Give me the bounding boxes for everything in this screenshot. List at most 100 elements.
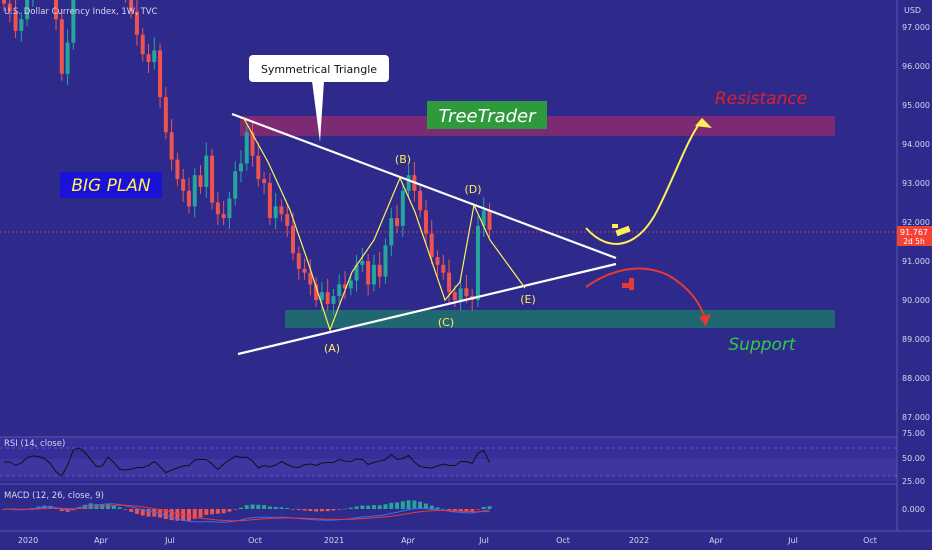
candle [371, 264, 376, 285]
candle [377, 264, 382, 277]
macd-bar [117, 507, 122, 509]
candle [227, 198, 232, 219]
candle [441, 264, 446, 273]
symbol-title: U.S. Dollar Currency Index, 1W, TVC [4, 7, 158, 17]
candle [406, 175, 411, 191]
macd-bar [487, 506, 492, 509]
bear-icon [622, 278, 634, 290]
candle [395, 218, 400, 226]
price-axis: 97.000 96.000 95.000 94.000 93.000 92.000 91.0… [902, 23, 930, 422]
macd-bar [233, 509, 238, 510]
macd-bar [227, 509, 232, 512]
candle [464, 288, 469, 297]
price-tick-label: 92.000 [902, 218, 930, 227]
macd-bar [82, 504, 87, 509]
triangle-upper-line[interactable] [231, 112, 617, 260]
macd-bar [406, 500, 411, 509]
candle [175, 159, 180, 180]
current-price-countdown: 2d 5h [903, 237, 925, 246]
macd-bar [267, 506, 272, 509]
wave-label-d: (D) [464, 183, 481, 196]
bullish-projection-arrow[interactable] [585, 119, 703, 245]
candle [435, 257, 440, 265]
current-price-value: 91.767 [900, 228, 928, 237]
candle [314, 284, 319, 300]
bearish-projection-arrow[interactable] [585, 267, 707, 321]
candle [19, 19, 24, 31]
macd-bar [186, 509, 191, 521]
macd-signal-line [4, 504, 490, 522]
wave-path[interactable] [242, 116, 526, 332]
macd-bar [412, 500, 417, 509]
candle [192, 175, 197, 207]
time-tick-label: Oct [863, 536, 877, 545]
macd-bar [337, 509, 342, 510]
macd-bar [262, 505, 267, 509]
macd-label: MACD (12, 26, close, 9) [4, 491, 104, 501]
big-plan-text: BIG PLAN [71, 176, 151, 196]
macd-bar [88, 503, 93, 509]
support-label: Support [728, 335, 797, 355]
resistance-label: Resistance [715, 89, 807, 109]
price-tick-label: 90.000 [902, 296, 930, 305]
candle [215, 202, 220, 215]
candle [244, 132, 249, 164]
macd-bar [123, 509, 128, 510]
candle [389, 218, 394, 246]
candle [285, 214, 290, 226]
macd-bar [447, 509, 452, 511]
macd-bar [210, 509, 215, 515]
time-tick-label: Apr [709, 536, 724, 545]
macd-bar [146, 509, 151, 517]
candle [238, 163, 243, 172]
macd-bar [169, 509, 174, 521]
price-tick-label: 93.000 [902, 179, 930, 188]
macd-bar [331, 509, 336, 511]
candle [418, 190, 423, 211]
time-tick-label: 2021 [324, 536, 344, 545]
macd-bar [441, 508, 446, 510]
price-tick-label: 89.000 [902, 335, 930, 344]
price-tick-label: 88.000 [902, 374, 930, 383]
candle [233, 171, 238, 199]
macd-bar [256, 504, 261, 509]
macd-bar [215, 509, 220, 514]
candle [429, 233, 434, 258]
macd-bar [429, 505, 434, 509]
wave-label-c: (C) [438, 316, 454, 329]
candle [198, 175, 203, 187]
time-axis: 2020 Apr Jul Oct 2021 Apr Jul Oct 2022 Apr Jul Oct [18, 536, 877, 545]
macd-bar [192, 509, 197, 519]
rsi-line [4, 447, 490, 477]
candle [481, 210, 486, 226]
candle [204, 155, 209, 187]
brand-box [427, 101, 547, 129]
callout-symmetrical-triangle[interactable]: Symmetrical Triangle [249, 55, 389, 142]
candle [262, 179, 267, 183]
candle [65, 42, 70, 74]
triangle-lower-line[interactable] [237, 262, 617, 356]
macd-bar [152, 509, 157, 517]
macd-bar [423, 503, 428, 509]
macd-bar [111, 505, 116, 509]
candle [447, 272, 452, 293]
macd-bar [285, 507, 290, 509]
macd-bar [59, 509, 64, 512]
candle [129, 0, 134, 12]
macd-bar [377, 505, 382, 509]
candle [186, 190, 191, 207]
callout-pointer [312, 81, 324, 142]
bearish-arrowhead [699, 314, 711, 326]
candle [54, 0, 59, 20]
macd-bar [273, 506, 278, 509]
candle [325, 292, 330, 304]
macd-bar [470, 509, 475, 512]
time-tick-label: Oct [556, 536, 570, 545]
candle [140, 34, 145, 55]
candle [158, 50, 163, 98]
candle [383, 245, 388, 277]
macd-bar [435, 507, 440, 509]
time-tick-label: Apr [94, 536, 109, 545]
wave-label-b: (B) [395, 153, 411, 166]
